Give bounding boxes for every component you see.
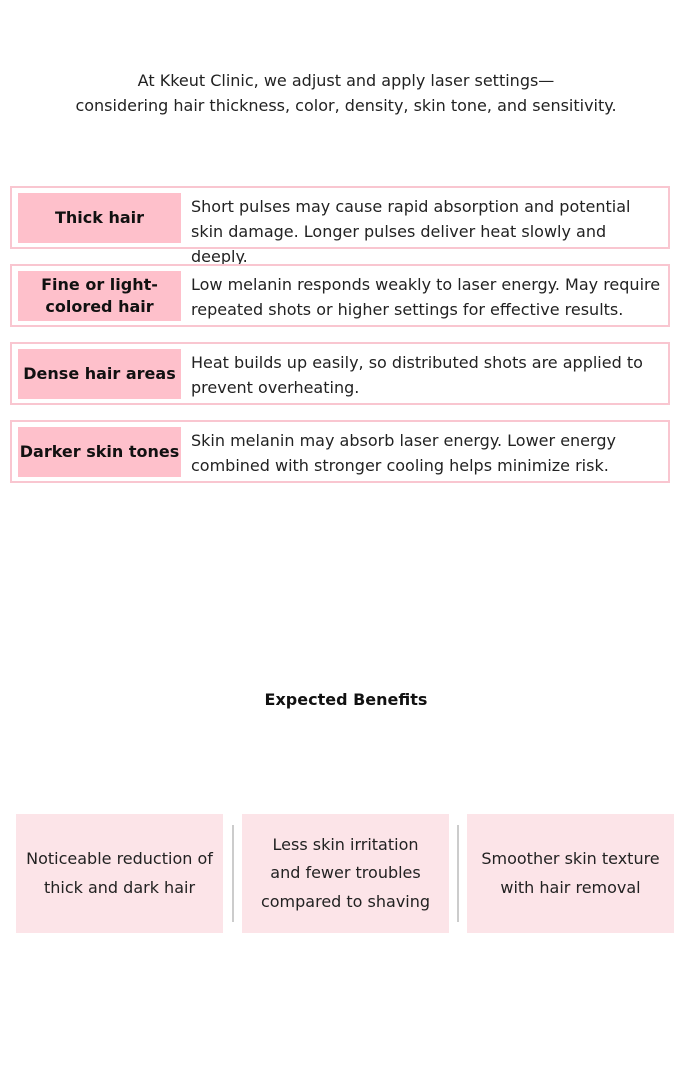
- benefit-card: Noticeable reduction of thick and dark h…: [16, 814, 223, 933]
- intro-text: At Kkeut Clinic, we adjust and apply las…: [0, 68, 692, 118]
- intro-line-1: At Kkeut Clinic, we adjust and apply las…: [137, 71, 555, 90]
- benefits-title: Expected Benefits: [264, 690, 428, 709]
- row-label: Darker skin tones: [18, 427, 181, 477]
- row-label: Fine or light-colored hair: [18, 271, 181, 321]
- row-description: Short pulses may cause rapid absorption …: [191, 197, 631, 266]
- benefit-card: Smoother skin texture with hair removal: [467, 814, 674, 933]
- row-description: Skin melanin may absorb laser energy. Lo…: [191, 431, 616, 475]
- intro-line-2: considering hair thickness, color, densi…: [75, 96, 617, 115]
- benefit-card: Less skin irritation and fewer troubles …: [242, 814, 449, 933]
- settings-row: Fine or light-colored hair Low melanin r…: [10, 264, 670, 327]
- row-label: Thick hair: [18, 193, 181, 243]
- row-label: Dense hair areas: [18, 349, 181, 399]
- row-description: Heat builds up easily, so distributed sh…: [191, 353, 643, 397]
- divider: [232, 825, 234, 922]
- divider: [457, 825, 459, 922]
- benefit-text: Noticeable reduction of thick and dark h…: [26, 849, 213, 897]
- benefit-text: Smoother skin texture with hair removal: [481, 849, 660, 897]
- settings-row: Dense hair areas Heat builds up easily, …: [10, 342, 670, 405]
- settings-row: Thick hair Short pulses may cause rapid …: [10, 186, 670, 266]
- benefit-text: Less skin irritation and fewer troubles …: [260, 834, 431, 911]
- settings-row: Darker skin tones Skin melanin may absor…: [10, 420, 670, 483]
- row-description: Low melanin responds weakly to laser ene…: [191, 275, 661, 319]
